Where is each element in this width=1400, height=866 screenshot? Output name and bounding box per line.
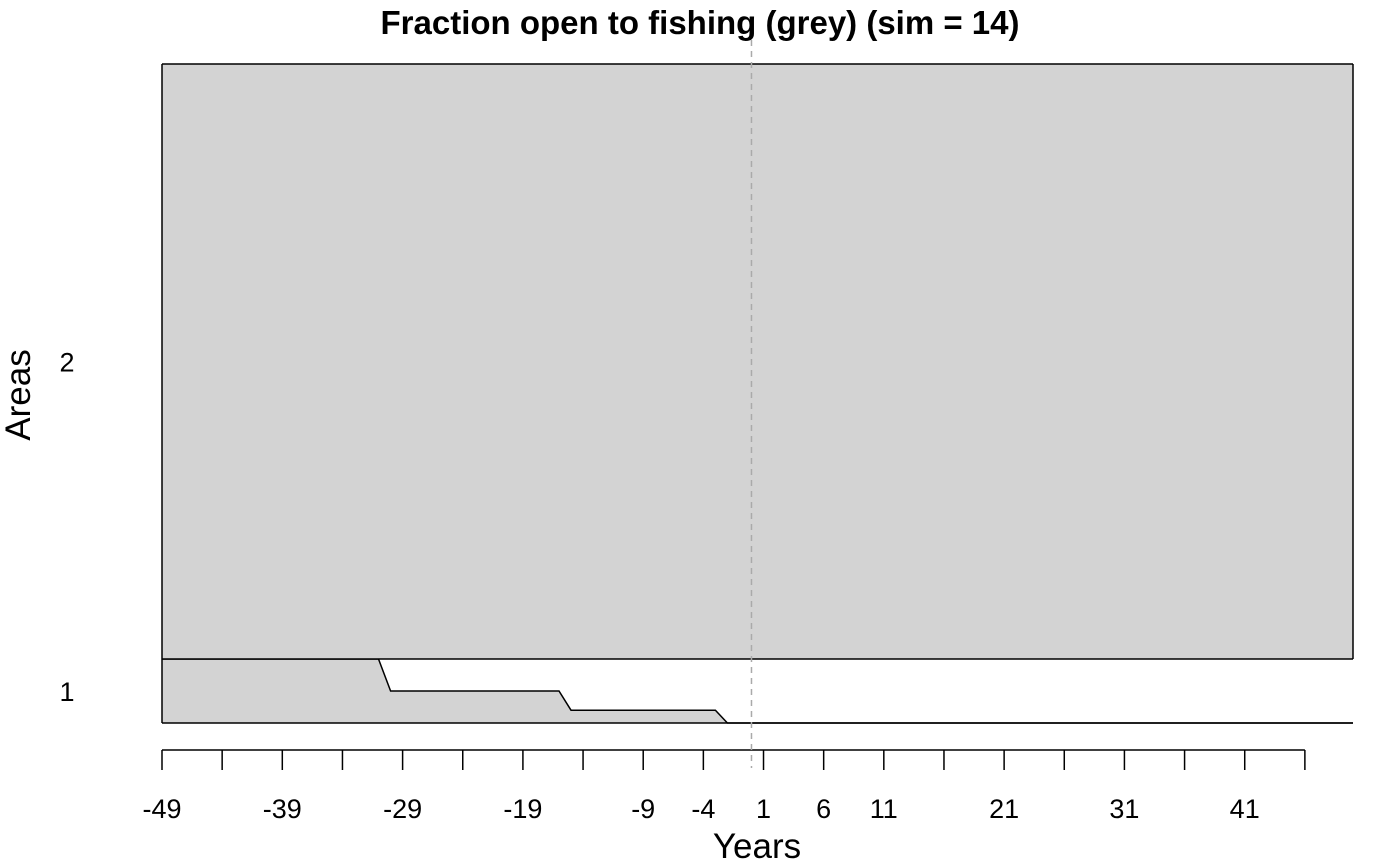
x-tick-label: -49: [142, 794, 181, 824]
area-1-fraction-line: [162, 658, 1353, 724]
x-tick-label: -9: [631, 794, 655, 824]
x-tick-label: 6: [816, 794, 831, 824]
y-tick-labels: 12: [59, 348, 74, 708]
x-tick-label: 11: [870, 794, 898, 824]
x-tick-label: -4: [691, 794, 715, 824]
x-tick-label: 41: [1230, 794, 1260, 824]
x-tick-label: -29: [383, 794, 422, 824]
x-tick-label: 21: [989, 794, 1019, 824]
y-axis-label: Areas: [0, 349, 38, 440]
area-2-fill: [162, 64, 1353, 659]
x-tick-label: 31: [1109, 794, 1139, 824]
chart-title: Fraction open to fishing (grey) (sim = 1…: [381, 4, 1020, 41]
x-axis: -49 -39 -29 -19 -9 -4 1 6 11 21 31 41: [142, 749, 1306, 824]
x-tick-label: 1: [756, 794, 771, 824]
area-1-fill: [162, 659, 1353, 723]
x-axis-label: Years: [713, 827, 801, 866]
area-bands: [161, 63, 1354, 724]
x-tick-label: -39: [263, 794, 302, 824]
y-tick-label-area-2: 2: [59, 348, 74, 378]
y-tick-label-area-1: 1: [59, 677, 74, 707]
x-tick-label: -19: [503, 794, 542, 824]
